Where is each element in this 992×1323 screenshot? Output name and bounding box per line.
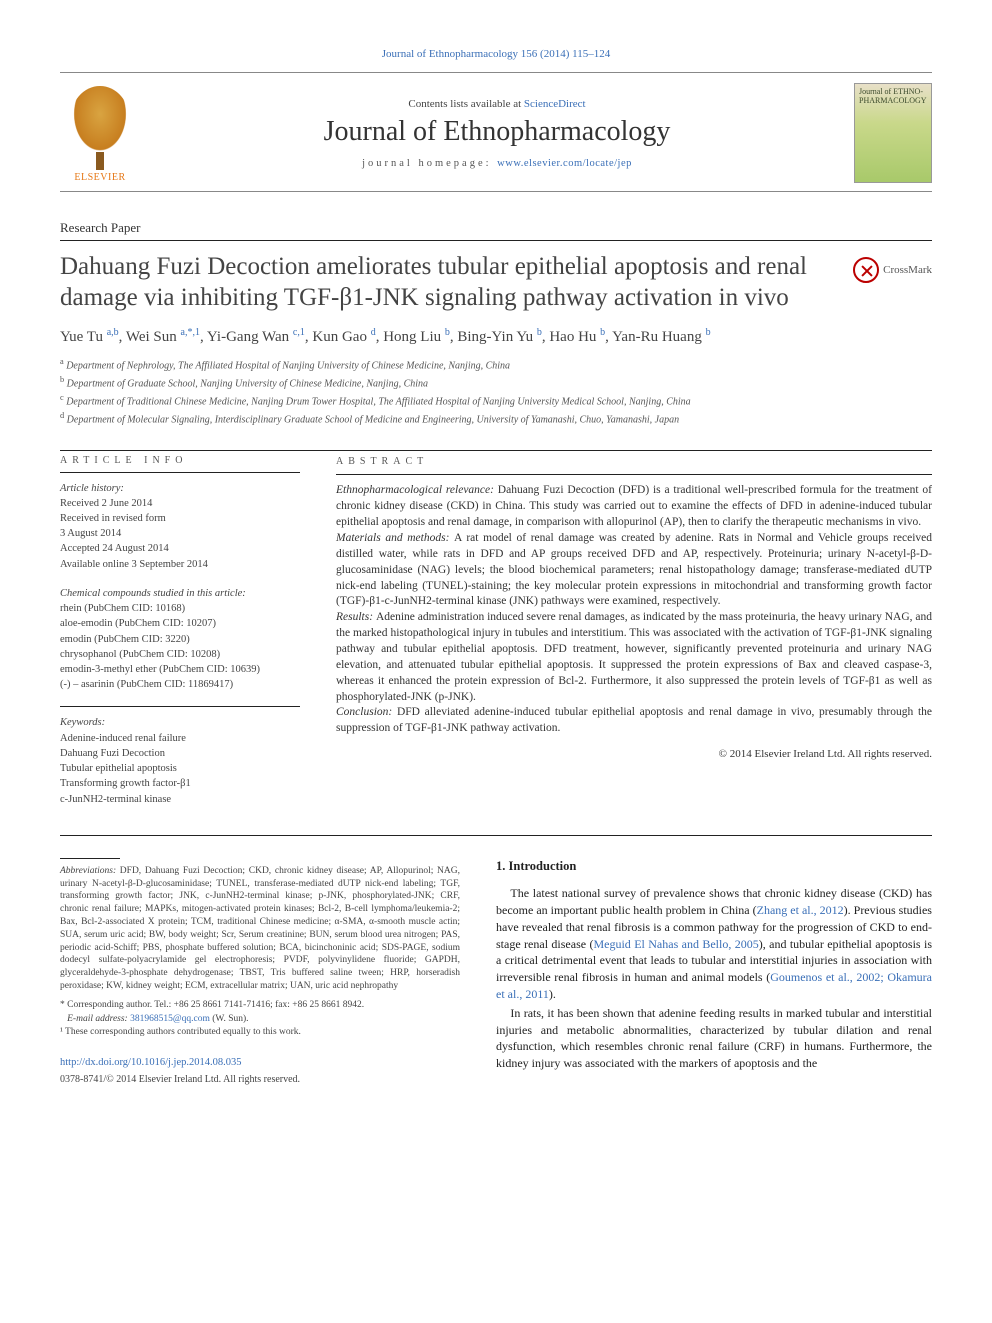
cover-thumb-title: Journal of ETHNO-PHARMACOLOGY — [859, 88, 927, 106]
abstract-section: Results: Adenine administration induced … — [336, 610, 932, 705]
introduction-column: 1. Introduction The latest national surv… — [496, 858, 932, 1087]
journal-name: Journal of Ethnopharmacology — [140, 116, 854, 148]
chemical-compounds: Chemical compounds studied in this artic… — [60, 586, 300, 693]
abstract-copyright: © 2014 Elsevier Ireland Ltd. All rights … — [336, 747, 932, 762]
abstract-rule — [336, 474, 932, 475]
affiliation-line: d Department of Molecular Signaling, Int… — [60, 410, 932, 428]
abbrev-text: DFD, Dahuang Fuzi Decoction; CKD, chroni… — [60, 866, 460, 991]
abbrev-label: Abbreviations: — [60, 866, 116, 876]
abstract-section-label: Materials and methods: — [336, 532, 454, 544]
affiliation-line: b Department of Graduate School, Nanjing… — [60, 374, 932, 392]
compound-line: emodin (PubChem CID: 3220) — [60, 632, 300, 647]
crossmark-label: CrossMark — [883, 264, 932, 276]
sciencedirect-link[interactable]: ScienceDirect — [524, 98, 586, 110]
intro-para-2: In rats, it has been shown that adenine … — [496, 1005, 932, 1072]
running-head: Journal of Ethnopharmacology 156 (2014) … — [60, 48, 932, 60]
email-link[interactable]: 381968515@qq.com — [130, 1014, 210, 1024]
homepage-label: journal homepage: — [362, 158, 497, 169]
affiliation-line: a Department of Nephrology, The Affiliat… — [60, 356, 932, 374]
compound-line: chrysophanol (PubChem CID: 10208) — [60, 647, 300, 662]
crossmark-icon — [853, 257, 879, 283]
keywords-block: Keywords: Adenine-induced renal failureD… — [60, 715, 300, 806]
intro-para-1: The latest national survey of prevalence… — [496, 885, 932, 1003]
homepage-line: journal homepage: www.elsevier.com/locat… — [140, 158, 854, 169]
article-title: Dahuang Fuzi Decoction ameliorates tubul… — [60, 251, 835, 314]
issn-copyright: 0378-8741/© 2014 Elsevier Ireland Ltd. A… — [60, 1073, 460, 1087]
keyword-line: Dahuang Fuzi Decoction — [60, 746, 300, 761]
contents-prefix: Contents lists available at — [408, 98, 523, 110]
intro-text: ). — [549, 987, 556, 1001]
compound-line: (-) – asarinin (PubChem CID: 11869417) — [60, 677, 300, 692]
doi-link[interactable]: http://dx.doi.org/10.1016/j.jep.2014.08.… — [60, 1056, 460, 1071]
abstract-section: Materials and methods: A rat model of re… — [336, 531, 932, 610]
keyword-line: c-JunNH2-terminal kinase — [60, 792, 300, 807]
article-info-column: ARTICLE INFO Article history: Received 2… — [60, 455, 300, 821]
abstract-section: Conclusion: DFD alleviated adenine-induc… — [336, 705, 932, 737]
abstract-section-label: Conclusion: — [336, 706, 397, 718]
article-info-head: ARTICLE INFO — [60, 455, 300, 466]
abstract-head: ABSTRACT — [336, 455, 932, 469]
elsevier-logo: ELSEVIER — [60, 83, 140, 183]
compound-line: rhein (PubChem CID: 10168) — [60, 601, 300, 616]
abstract-section-text: DFD alleviated adenine-induced tubular e… — [336, 706, 932, 734]
body-rule — [60, 835, 932, 836]
history-line: Accepted 24 August 2014 — [60, 541, 300, 556]
footnotes: * Corresponding author. Tel.: +86 25 866… — [60, 999, 460, 1040]
footnote-column: Abbreviations: DFD, Dahuang Fuzi Decocti… — [60, 858, 460, 1087]
abstract-column: ABSTRACT Ethnopharmacological relevance:… — [336, 455, 932, 821]
abstract-section-label: Results: — [336, 611, 376, 623]
abstract-section: Ethnopharmacological relevance: Dahuang … — [336, 483, 932, 531]
publisher-name: ELSEVIER — [74, 172, 125, 183]
contents-line: Contents lists available at ScienceDirec… — [140, 98, 854, 110]
compound-line: aloe-emodin (PubChem CID: 10207) — [60, 616, 300, 631]
affiliations: a Department of Nephrology, The Affiliat… — [60, 356, 932, 427]
history-line: Received in revised form — [60, 511, 300, 526]
compounds-label: Chemical compounds studied in this artic… — [60, 586, 300, 601]
keyword-line: Transforming growth factor-β1 — [60, 776, 300, 791]
history-line: Received 2 June 2014 — [60, 496, 300, 511]
journal-header: ELSEVIER Contents lists available at Sci… — [60, 72, 932, 192]
abstract-section-label: Ethnopharmacological relevance: — [336, 484, 498, 496]
journal-cover-thumb: Journal of ETHNO-PHARMACOLOGY — [854, 83, 932, 183]
info-rule-2 — [60, 706, 300, 707]
keyword-line: Adenine-induced renal failure — [60, 731, 300, 746]
abstract-section-text: Adenine administration induced severe re… — [336, 611, 932, 702]
info-rule — [60, 472, 300, 473]
crossmark-badge[interactable]: CrossMark — [853, 257, 932, 283]
article-history: Article history: Received 2 June 2014Rec… — [60, 481, 300, 572]
equal-contrib: ¹ These corresponding authors contribute… — [60, 1026, 460, 1040]
authors: Yue Tu a,b, Wei Sun a,*,1, Yi-Gang Wan c… — [60, 326, 932, 349]
footnote-rule — [60, 858, 120, 859]
citation-link[interactable]: Meguid El Nahas and Bello, 2005 — [593, 937, 758, 951]
history-label: Article history: — [60, 481, 300, 496]
elsevier-tree-icon — [70, 86, 130, 156]
paper-type: Research Paper — [60, 220, 932, 236]
keywords-label: Keywords: — [60, 715, 300, 730]
introduction-head: 1. Introduction — [496, 858, 932, 876]
email-line: E-mail address: 381968515@qq.com (W. Sun… — [60, 1013, 460, 1027]
abbreviations: Abbreviations: DFD, Dahuang Fuzi Decocti… — [60, 865, 460, 993]
title-rule — [60, 240, 932, 241]
section-rule — [60, 450, 932, 451]
history-line: 3 August 2014 — [60, 526, 300, 541]
email-who: (W. Sun). — [212, 1014, 248, 1024]
keyword-line: Tubular epithelial apoptosis — [60, 761, 300, 776]
citation-link[interactable]: Zhang et al., 2012 — [757, 903, 844, 917]
email-label: E-mail address: — [67, 1014, 128, 1024]
corresponding-author: * Corresponding author. Tel.: +86 25 866… — [60, 999, 460, 1013]
affiliation-line: c Department of Traditional Chinese Medi… — [60, 392, 932, 410]
homepage-link[interactable]: www.elsevier.com/locate/jep — [497, 158, 632, 169]
compound-line: emodin-3-methyl ether (PubChem CID: 1063… — [60, 662, 300, 677]
history-line: Available online 3 September 2014 — [60, 557, 300, 572]
